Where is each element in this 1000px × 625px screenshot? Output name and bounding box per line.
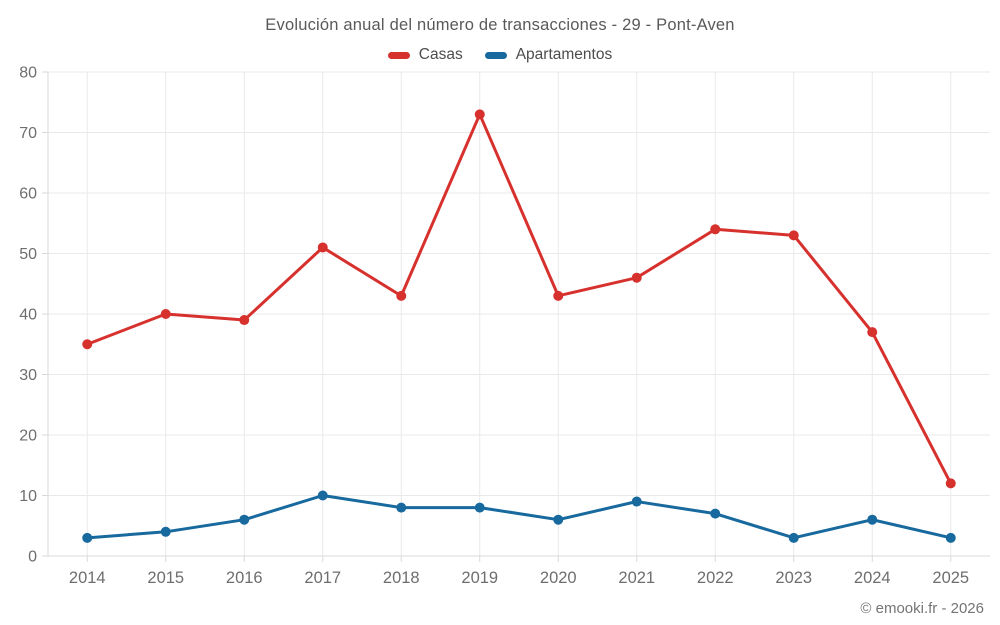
data-point-casas-2016 [239,315,250,326]
x-axis-label: 2020 [540,569,577,587]
y-axis-label: 80 [19,65,37,82]
chart-title: Evolución anual del número de transaccio… [265,16,735,34]
footer-credit: © emooki.fr - 2026 [860,600,984,617]
x-axis-label: 2025 [932,569,969,587]
data-point-casas-2024 [867,327,878,338]
data-point-apartamentos-2017 [317,490,328,501]
data-point-casas-2019 [474,109,485,120]
x-axis-label: 2021 [618,569,655,587]
y-axis-label: 70 [19,125,37,142]
series-line-casas [85,112,953,485]
y-axis-label: 10 [19,488,37,505]
legend-label-casas: Casas [418,46,463,63]
y-axis-label: 50 [19,246,37,263]
data-point-apartamentos-2021 [631,496,642,507]
legend-item-apartamentos[interactable]: Apartamentos [484,46,613,64]
apartamentos-swatch-icon [484,51,507,59]
x-axis-label: 2015 [147,569,184,587]
data-point-apartamentos-2022 [710,508,721,519]
data-point-apartamentos-2014 [82,532,93,543]
casas-swatch-icon [387,51,410,59]
x-axis-label: 2023 [775,569,812,587]
data-point-apartamentos-2024 [867,514,878,525]
y-axis-label: 30 [19,367,37,384]
legend-label-apartamentos: Apartamentos [515,46,613,63]
series-line-apartamentos [85,494,953,540]
chart-legend: Casas Apartamentos [0,46,1000,64]
x-axis-label: 2016 [226,569,263,587]
x-axis-label: 2019 [461,569,498,587]
data-point-apartamentos-2025 [945,532,956,543]
data-point-apartamentos-2015 [160,526,171,537]
data-point-casas-2021 [631,272,642,283]
data-point-casas-2025 [945,478,956,489]
y-axis-label: 0 [28,549,37,566]
data-point-casas-2014 [82,339,93,350]
data-point-casas-2022 [710,224,721,235]
x-axis-label: 2018 [383,569,420,587]
x-axis-label: 2024 [854,569,891,587]
data-point-apartamentos-2023 [788,532,799,543]
data-point-casas-2018 [396,290,407,301]
data-point-casas-2023 [788,230,799,241]
legend-item-casas[interactable]: Casas [387,46,463,64]
x-axis-label: 2017 [304,569,341,587]
data-point-apartamentos-2018 [396,502,407,513]
data-point-apartamentos-2019 [474,502,485,513]
y-axis-label: 60 [19,186,37,203]
y-axis-label: 20 [19,428,37,445]
x-axis-label: 2022 [697,569,734,587]
data-point-apartamentos-2020 [553,514,564,525]
data-point-casas-2015 [160,309,171,319]
x-axis-label: 2014 [69,569,106,587]
data-point-apartamentos-2016 [239,514,250,525]
data-point-casas-2020 [553,290,564,301]
y-axis-label: 40 [19,307,37,324]
data-point-casas-2017 [317,242,328,253]
